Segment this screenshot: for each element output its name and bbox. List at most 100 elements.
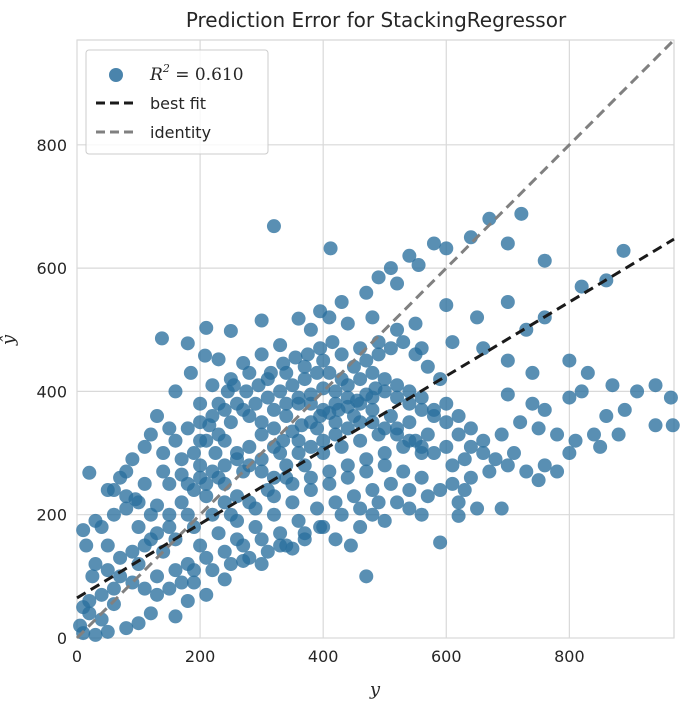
data-point <box>494 427 509 442</box>
data-point <box>383 476 398 491</box>
data-point <box>574 384 589 399</box>
data-point <box>254 313 269 328</box>
data-point <box>217 544 232 559</box>
data-point <box>291 311 306 326</box>
data-point <box>316 433 331 448</box>
data-point <box>94 587 109 602</box>
data-point <box>79 538 94 553</box>
data-point <box>396 335 411 350</box>
data-point <box>193 396 208 411</box>
data-point <box>365 483 380 498</box>
data-point <box>340 458 355 473</box>
data-point <box>242 409 257 424</box>
data-point <box>334 295 349 310</box>
data-point <box>254 347 269 362</box>
legend-marker-points <box>109 68 123 82</box>
data-point <box>334 347 349 362</box>
data-point <box>371 270 386 285</box>
data-point <box>131 557 146 572</box>
data-point <box>131 495 146 510</box>
data-point <box>254 415 269 430</box>
data-point <box>223 557 238 572</box>
data-point <box>470 310 485 325</box>
data-point <box>334 507 349 522</box>
data-point <box>242 550 257 565</box>
data-point <box>500 458 515 473</box>
data-point <box>439 241 454 256</box>
data-point <box>94 520 109 535</box>
data-point <box>353 372 368 387</box>
legend-label-identity: identity <box>150 123 211 142</box>
data-point <box>199 320 214 335</box>
data-point <box>359 569 374 584</box>
data-point <box>88 557 103 572</box>
data-point <box>396 464 411 479</box>
data-point <box>205 563 220 578</box>
data-point <box>113 569 128 584</box>
data-point <box>174 495 189 510</box>
data-point <box>226 378 241 393</box>
y-tick-label: 800 <box>36 136 67 155</box>
data-point <box>106 507 121 522</box>
data-point <box>211 526 226 541</box>
data-point <box>273 338 288 353</box>
data-point <box>119 489 134 504</box>
data-point <box>73 618 88 633</box>
data-point <box>648 418 663 433</box>
data-point <box>230 396 245 411</box>
data-point <box>322 310 337 325</box>
data-point <box>605 378 620 393</box>
data-point <box>377 513 392 528</box>
y-tick-label: 400 <box>36 382 67 401</box>
data-point <box>525 396 540 411</box>
data-point <box>137 439 152 454</box>
x-tick-label: 600 <box>431 647 462 666</box>
data-point <box>439 415 454 430</box>
data-point <box>340 470 355 485</box>
data-point <box>279 409 294 424</box>
legend-r-exponent: 2 <box>162 62 170 75</box>
data-point <box>85 569 100 584</box>
data-point <box>183 365 198 380</box>
data-point <box>291 446 306 461</box>
data-point <box>439 298 454 313</box>
data-point <box>162 476 177 491</box>
data-point <box>168 563 183 578</box>
data-point <box>143 606 158 621</box>
data-point <box>365 402 380 417</box>
y-tick-labels: 0 200 400 600 800 <box>36 136 67 648</box>
data-point <box>500 353 515 368</box>
data-point <box>500 387 515 402</box>
data-point <box>574 279 589 294</box>
data-point <box>457 452 472 467</box>
data-point <box>254 464 269 479</box>
data-point <box>76 600 91 615</box>
data-point <box>248 501 263 516</box>
data-point <box>414 439 429 454</box>
data-point <box>463 439 478 454</box>
data-point <box>408 347 423 362</box>
data-point <box>236 538 251 553</box>
data-point <box>580 365 595 380</box>
data-point <box>303 483 318 498</box>
data-point <box>186 563 201 578</box>
data-point <box>254 427 269 442</box>
data-point <box>125 452 140 467</box>
data-point <box>137 538 152 553</box>
y-tick-label: 0 <box>57 629 67 648</box>
data-point <box>463 470 478 485</box>
data-point <box>537 402 552 417</box>
data-point <box>242 365 257 380</box>
data-point <box>168 433 183 448</box>
data-point <box>390 390 405 405</box>
reference-lines <box>75 38 676 640</box>
data-point <box>186 446 201 461</box>
data-point <box>531 473 546 488</box>
data-point <box>150 409 165 424</box>
data-point <box>310 501 325 516</box>
chart-title: Prediction Error for StackingRegressor <box>186 8 567 32</box>
data-point <box>593 439 608 454</box>
data-point <box>193 458 208 473</box>
legend-r-symbol: R <box>149 65 163 85</box>
data-point <box>230 489 245 504</box>
